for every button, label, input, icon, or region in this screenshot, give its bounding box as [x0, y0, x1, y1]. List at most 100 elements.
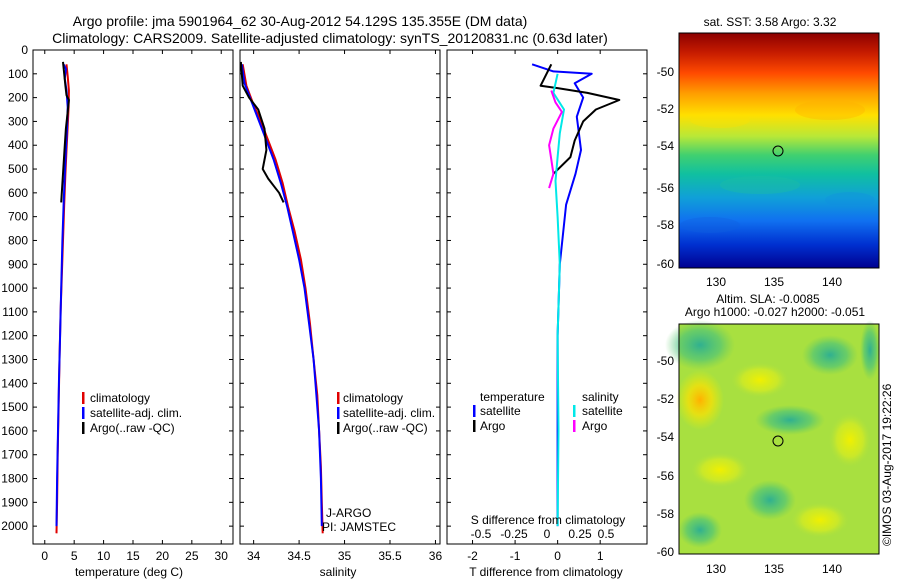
temperature-xlabel: temperature (deg C): [75, 565, 183, 579]
legend-swatch-t-argo: [473, 420, 476, 432]
x-tick-label: 20: [156, 549, 170, 563]
sla-ytick-label: -54: [657, 430, 675, 444]
watermark: ©IMOS 03-Aug-2017 19:22:26: [880, 383, 894, 546]
sla-argo-location-marker: [772, 435, 784, 447]
sla-ytick-label: -56: [657, 469, 675, 483]
series-line-argo: [239, 61, 285, 203]
sla-xtick-label: 130: [706, 562, 726, 576]
sla-ytick-label: -58: [657, 507, 675, 521]
x-tick-label: 36: [429, 549, 443, 563]
sla-eddy: [744, 480, 796, 520]
difference-legend: temperature salinity satellite Argo sate…: [473, 390, 623, 433]
x-tick-label: 0: [41, 549, 48, 563]
difference-plot-frame: [446, 49, 648, 545]
salinity-depth-ticks: [240, 49, 440, 527]
sst-xtick-label: 135: [764, 275, 784, 289]
sst-ytick-label: -60: [657, 257, 675, 271]
x-tick-label: 5: [71, 549, 78, 563]
salinity-xlabel: salinity: [320, 565, 357, 579]
sla-eddy: [790, 502, 850, 538]
depth-tick-label: 1900: [1, 495, 28, 509]
s-tick-label: 0: [544, 527, 551, 541]
s-tick-label: 0.25: [568, 527, 592, 541]
sla-eddy: [665, 320, 735, 370]
legend-swatch-climatology: [82, 392, 85, 404]
annotation-project: J-ARGO: [326, 506, 371, 520]
sst-eddy: [690, 112, 750, 128]
sla-ytick-label: -60: [657, 545, 675, 559]
sst-map-yaxis: -50 -52 -54 -56 -58 -60: [657, 65, 675, 271]
s-difference-axis: S difference from climatology -0.5 -0.25…: [471, 513, 626, 541]
depth-tick-label: 1100: [2, 305, 28, 319]
sst-xtick-label: 130: [706, 275, 726, 289]
legend-header-salinity: salinity: [582, 390, 619, 404]
legend-label-satellite: satellite-adj. clim.: [343, 406, 435, 420]
sla-map-frame: [678, 323, 880, 555]
legend-header-temperature: temperature: [480, 390, 545, 404]
sla-map-title-line2: Argo h1000: -0.027 h2000: -0.051: [685, 305, 865, 319]
t-difference-axis: -2 -1 0 1: [467, 50, 604, 563]
sla-eddy: [802, 335, 858, 375]
difference-panel: -2 -1 0 1 S difference from climatology -0.…: [446, 49, 648, 579]
sla-map-texture: [665, 320, 880, 548]
annotation-pi: PI: JAMSTEC: [322, 520, 396, 534]
legend-swatch-satellite: [337, 407, 340, 419]
legend-label-climatology: climatology: [343, 391, 403, 405]
legend-label-s-argo: Argo: [582, 419, 608, 433]
legend-swatch-t-satellite: [473, 405, 476, 417]
salinity-plot-frame: [239, 49, 441, 545]
salinity-legend: climatology satellite-adj. clim. Argo(..…: [337, 391, 435, 435]
legend-swatch-s-argo: [573, 420, 576, 432]
sst-ytick-label: -52: [657, 102, 675, 116]
depth-tick-label: 500: [8, 162, 28, 176]
legend-swatch-argo: [82, 422, 85, 434]
sla-xtick-label: 135: [764, 562, 784, 576]
difference-series: [531, 63, 621, 527]
x-tick-label: 35.5: [378, 549, 402, 563]
sst-eddy: [825, 192, 875, 208]
difference-depth-ticks: [447, 49, 647, 527]
legend-swatch-argo: [337, 422, 340, 434]
s-tick-label: -0.25: [500, 527, 528, 541]
salinity-series: [239, 61, 324, 534]
depth-tick-label: 1400: [1, 376, 28, 390]
x-tick-label: 30: [215, 549, 229, 563]
depth-tick-label: 1300: [1, 352, 28, 366]
x-tick-label: 10: [97, 549, 111, 563]
series-line-satellite-adj-clim-: [240, 64, 323, 527]
sst-eddy: [680, 217, 740, 233]
depth-axis: 0 100 200 300 400 500 600 700 800 900 1000 1100 1200…: [1, 43, 233, 533]
depth-tick-label: 600: [8, 186, 28, 200]
depth-tick-label: 1800: [1, 472, 28, 486]
figure-title-line2: Climatology: CARS2009. Satellite-adjuste…: [52, 30, 608, 46]
sst-ytick-label: -58: [657, 218, 675, 232]
legend-label-argo: Argo(..raw -QC): [343, 421, 428, 435]
depth-tick-label: 1600: [1, 424, 28, 438]
sla-eddy: [755, 405, 825, 435]
x-tick-label: 34.5: [287, 549, 311, 563]
t-difference-xlabel: T difference from climatology: [469, 565, 623, 579]
sst-eddy: [795, 100, 865, 120]
sla-eddy: [860, 320, 880, 380]
x-tick-label: 35: [338, 549, 352, 563]
sla-map-xaxis: 130 135 140: [706, 562, 842, 576]
sst-ytick-label: -54: [657, 139, 675, 153]
series-line-argo: [60, 61, 70, 203]
sla-eddy: [690, 452, 750, 488]
depth-tick-label: 2000: [1, 519, 28, 533]
depth-tick-label: 300: [8, 114, 28, 128]
series-line-salinity-satellite: [552, 73, 565, 527]
sla-xtick-label: 140: [822, 562, 842, 576]
sst-ytick-label: -50: [657, 65, 675, 79]
x-tick-label: 25: [185, 549, 199, 563]
temperature-legend: climatology satellite-adj. clim. Argo(..…: [82, 391, 182, 435]
depth-tick-label: 200: [8, 91, 28, 105]
sst-map-xaxis: 130 135 140: [706, 275, 842, 289]
sst-map-frame: [678, 32, 880, 269]
x-tick-label: 34: [247, 549, 261, 563]
legend-label-argo: Argo(..raw -QC): [90, 421, 175, 435]
x-tick-label: -2: [467, 549, 478, 563]
sst-map-texture: [680, 100, 875, 233]
x-tick-label: 1: [597, 549, 604, 563]
